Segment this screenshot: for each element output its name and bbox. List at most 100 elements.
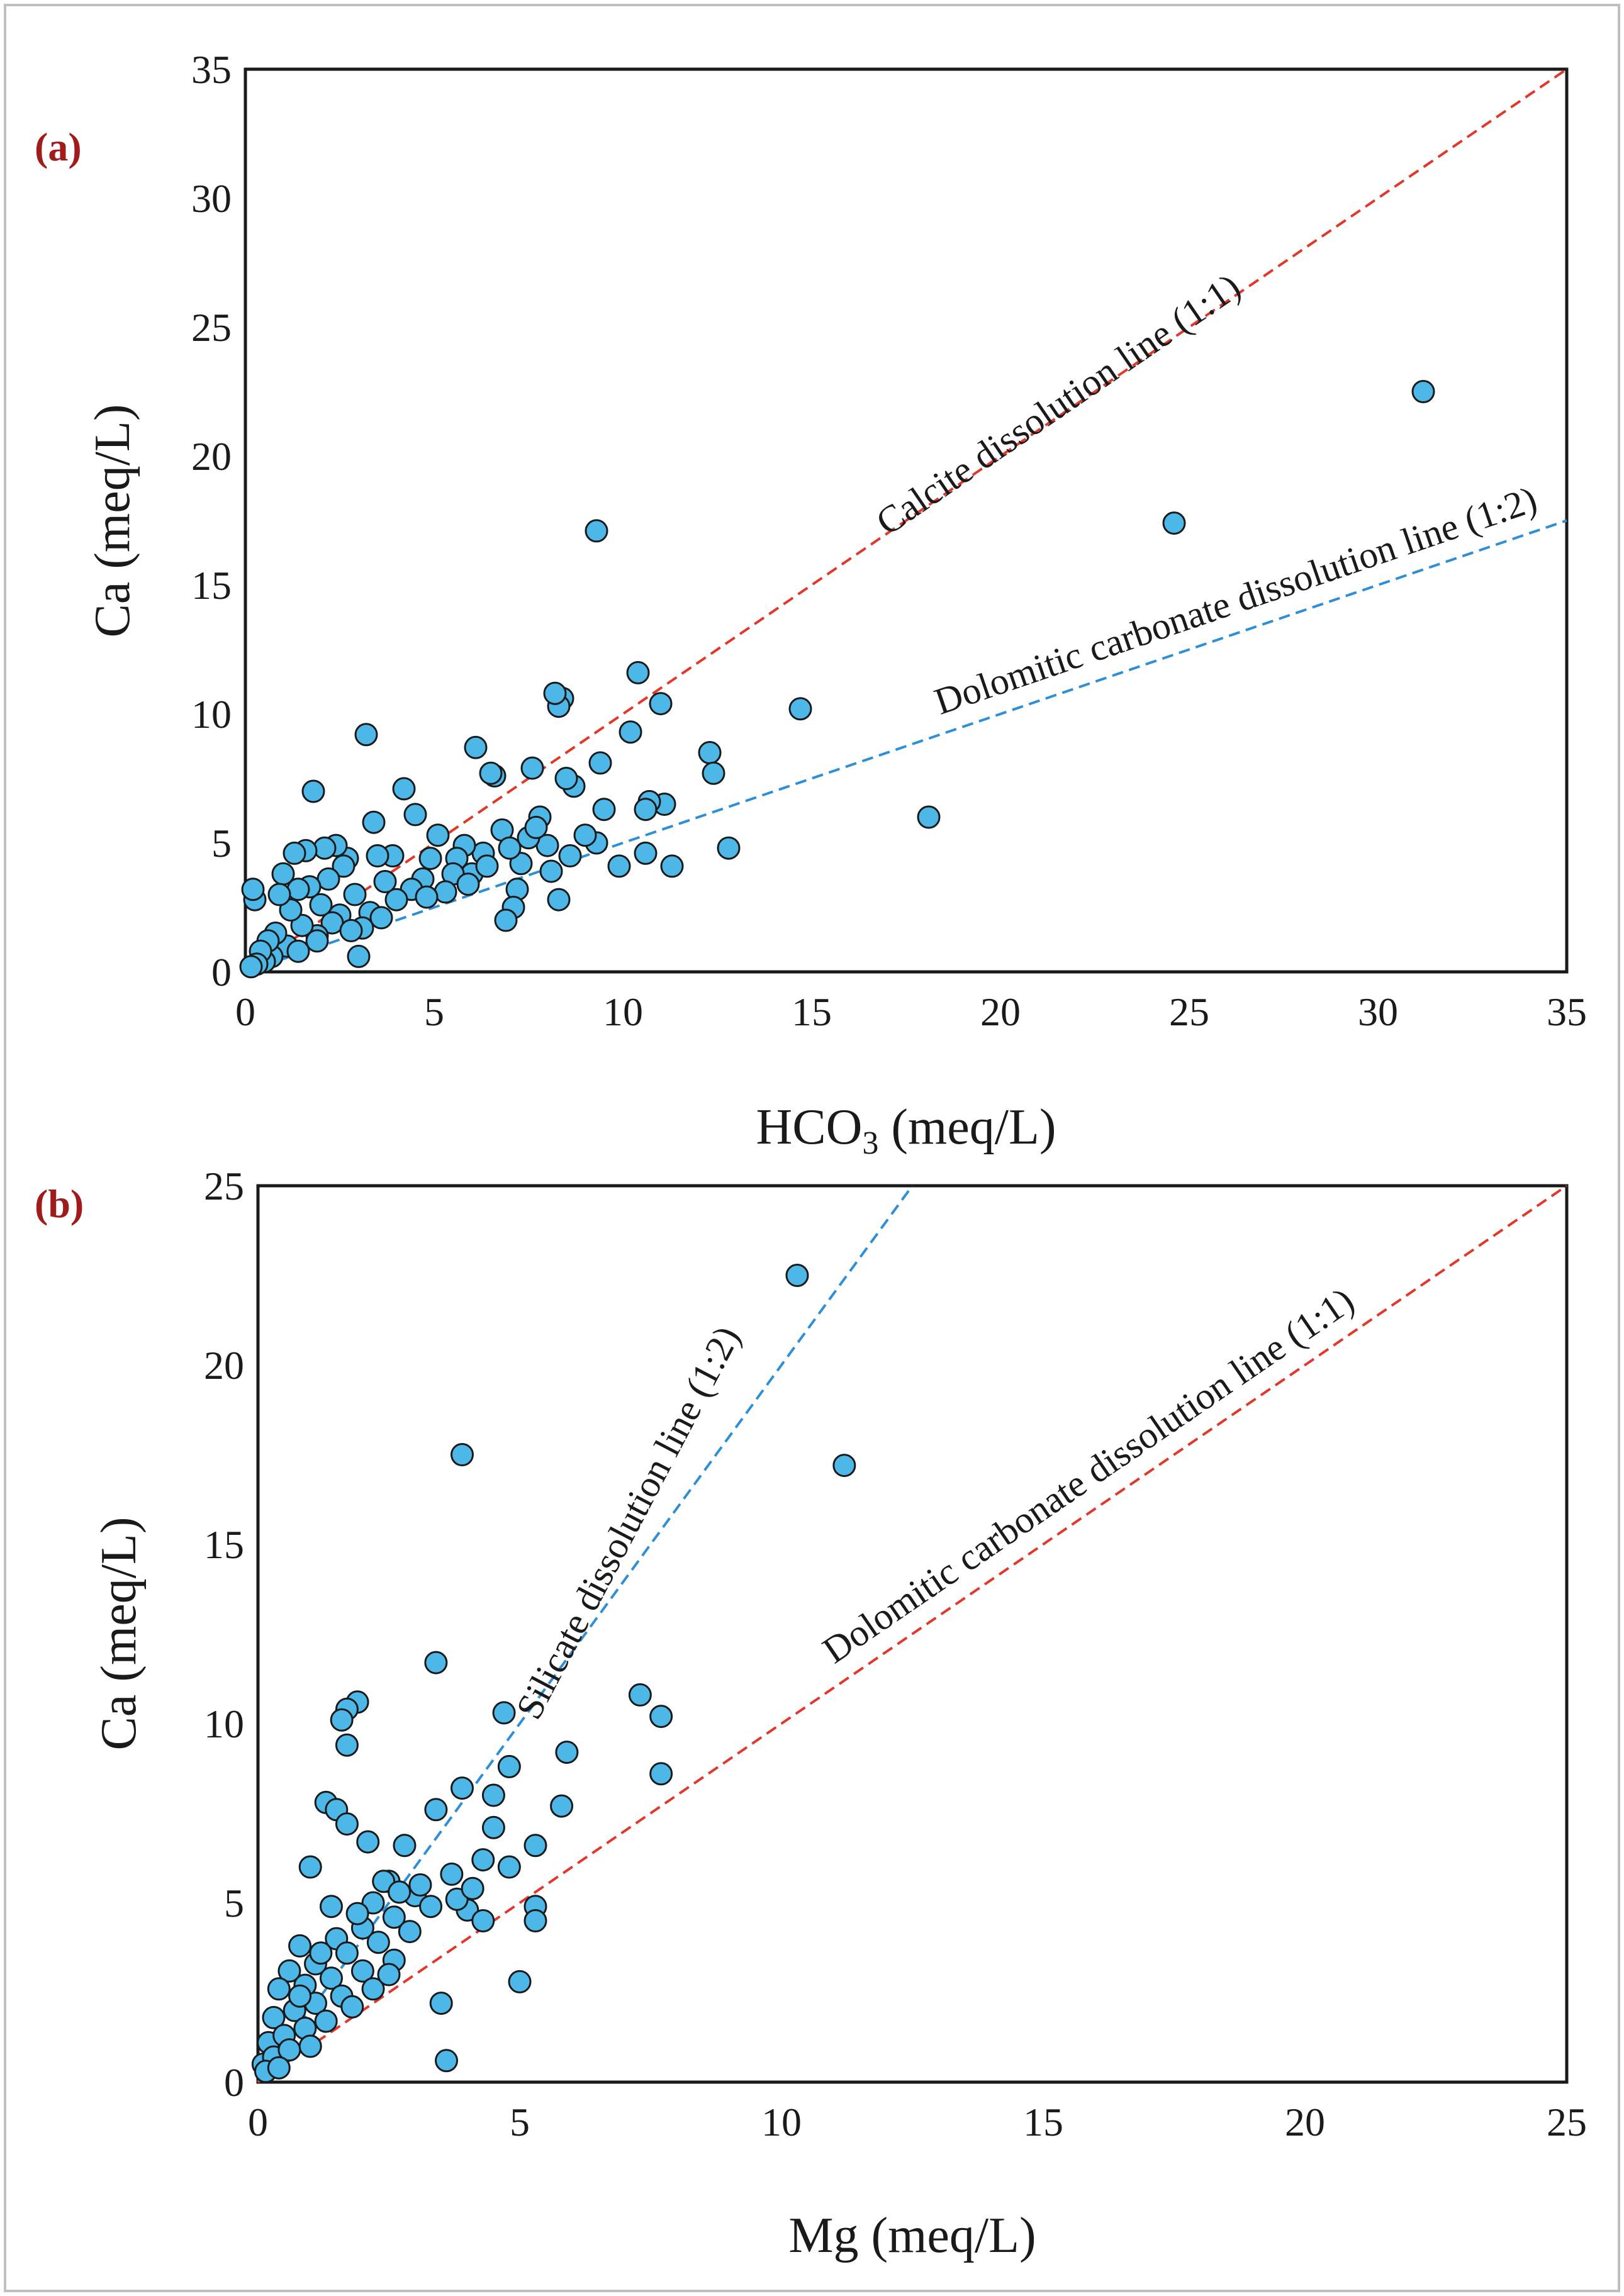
y-tick-label: 30 [191,176,232,221]
data-point [319,1895,343,1919]
data-point [464,735,488,759]
x-tick-label: 15 [792,989,832,1034]
data-point [456,872,480,896]
data-point [832,1454,856,1478]
y-tick-label: 25 [204,1164,244,1208]
data-point [649,692,673,716]
data-point [267,2056,291,2080]
data-point [481,1815,505,1839]
data-point [319,1966,343,1990]
data-point [494,908,518,932]
data-point [554,767,578,790]
data-point [917,805,941,829]
data-point [788,697,812,721]
data-point [262,2005,286,2029]
data-point [660,854,684,878]
data-point [573,823,597,847]
y-tick-label: 15 [204,1522,244,1567]
data-point [372,1870,396,1893]
y-tick-label: 0 [211,950,232,995]
data-point [362,810,386,834]
data-point [369,906,393,930]
data-point [288,1984,312,2008]
data-point [698,741,722,764]
data-point [361,1891,385,1915]
data-point [539,859,563,883]
data-point [382,1905,406,1929]
plot-area-b [256,1184,1569,2084]
data-point [445,1887,469,1911]
data-point [332,854,356,878]
data-point [498,836,522,860]
data-point [785,1264,809,1287]
data-point [309,893,333,917]
x-axis-title-a: HCO3 (meq/L) [756,1100,1056,1161]
data-point [497,1754,521,1778]
data-point [492,1701,516,1725]
x-tick-label: 5 [510,2100,530,2144]
x-tick-label: 20 [980,989,1021,1034]
x-axis-title-a-base: HCO [756,1100,862,1155]
x-tick-label: 10 [761,2100,802,2144]
data-point [461,1876,484,1900]
x-tick-label: 25 [1169,989,1209,1034]
data-point [283,841,306,865]
data-point [392,777,416,801]
data-point [649,1705,673,1729]
x-tick-label: 20 [1285,2100,1325,2144]
data-point [585,519,608,543]
data-point [350,1959,374,1983]
data-point [301,779,325,803]
x-tick-label: 5 [424,989,444,1034]
data-point [305,929,329,953]
data-point [607,854,631,878]
data-point [415,885,439,909]
data-point [424,1651,448,1675]
y-tick-label: 35 [191,47,232,92]
reference-line-a-1 [245,519,1567,973]
reference-lines-a [244,68,1568,973]
data-point [634,798,658,822]
y-tick-label: 25 [191,305,232,350]
data-point [241,878,265,901]
x-ticks-b: 0 5 10 15 20 25 [248,2100,1587,2144]
data-point [271,862,295,886]
x-tick-label: 15 [1023,2100,1063,2144]
data-point [388,1880,412,1904]
data-point [717,836,741,860]
y-tick-label: 15 [191,563,232,608]
data-point [335,1812,359,1836]
data-point [471,1848,495,1872]
data-point [398,1920,422,1944]
data-point [347,944,371,968]
points-b [251,1264,856,2083]
figure-border [4,4,1620,2292]
x-tick-label: 0 [235,989,255,1034]
data-point [471,1909,495,1932]
data-point [298,1855,322,1879]
data-point [520,756,544,780]
data-point [592,798,616,822]
data-point [313,836,337,860]
data-point [475,854,499,878]
data-point [288,1934,312,1958]
reference-line-b-1 [257,1184,1568,2083]
x-axis-title-b: Mg (meq/L) [788,2208,1036,2263]
data-point [524,1909,547,1932]
y-ticks-b: 0 5 10 15 20 25 [204,1164,244,2105]
y-tick-label: 20 [191,434,232,479]
reference-line-a-0 [244,68,1568,973]
x-axis-title-a-rest: (meq/L) [878,1100,1056,1155]
data-point [279,898,303,922]
data-point [277,1959,301,1983]
data-point [286,939,310,963]
data-point [481,1783,505,1807]
data-point [649,1762,673,1786]
data-point [524,1834,547,1858]
y-tick-label: 0 [224,2060,244,2105]
data-point [418,847,442,871]
x-tick-label: 0 [248,2100,268,2144]
y-ticks-a: 0 5 10 15 20 25 30 35 [191,47,232,995]
data-point [267,1977,291,2001]
data-point [429,1992,453,2015]
